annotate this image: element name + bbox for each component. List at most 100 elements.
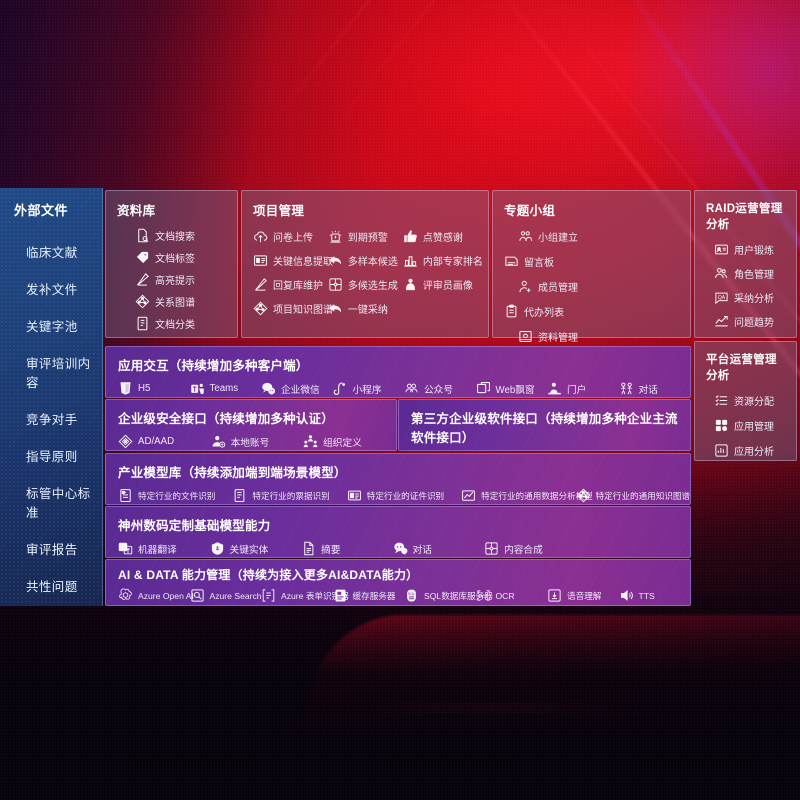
item-resource-allocation[interactable]: 资源分配	[714, 393, 786, 408]
item-todo-list[interactable]: 代办列表	[504, 304, 592, 319]
item-content-synthesis[interactable]: 内容合成	[484, 541, 576, 556]
data-analysis-model-icon	[461, 488, 476, 503]
item-app-analysis[interactable]: 应用分析	[714, 443, 786, 458]
item-sql-database[interactable]: SQL SQL数据库服务器	[404, 588, 493, 603]
sidebar-dot-texture	[0, 188, 102, 606]
item-expiry-warning[interactable]: 到期预警	[328, 229, 403, 244]
sidebar-item-supplementary-files[interactable]: 发补文件	[26, 283, 78, 297]
item-user-profile[interactable]: 用户锻炼	[714, 242, 786, 257]
item-label: 文档标签	[155, 254, 195, 265]
item-form-recognizer[interactable]: Azure 表单识别器	[261, 588, 349, 603]
sidebar-item-common-issues[interactable]: 共性问题	[26, 580, 78, 594]
item-adoption-analysis[interactable]: QA 采纳分析	[714, 290, 786, 305]
item-file-recognition[interactable]: 特定行业的文件识别	[118, 488, 232, 503]
item-portal[interactable]: 门户	[547, 381, 619, 396]
item-group-create[interactable]: 小组建立	[504, 229, 606, 244]
sidebar-item-clinical-literature[interactable]: 临床文献	[26, 246, 78, 260]
item-label: 问题趋势	[734, 318, 774, 329]
sidebar-item-guiding-principles[interactable]: 指导原则	[26, 450, 78, 464]
item-label: TTS	[638, 590, 655, 601]
item-project-knowledge-graph[interactable]: 项目知识图谱	[253, 301, 333, 316]
item-key-info-extract[interactable]: 关键信息提取	[253, 253, 333, 268]
item-id-card-recognition[interactable]: 特定行业的证件识别	[347, 488, 461, 503]
item-key-entity[interactable]: 关键实体	[210, 541, 302, 556]
item-azure-openai[interactable]: Azure Open AI	[118, 588, 194, 603]
item-label: 资源分配	[734, 397, 774, 408]
sidebar-item-review-report[interactable]: 审评报告	[26, 543, 78, 557]
item-document-tag[interactable]: 文档标签	[135, 250, 227, 265]
item-ocr[interactable]: OCR OCR	[476, 588, 548, 603]
miniprogram-icon	[333, 381, 348, 396]
item-dialog-model[interactable]: 对话	[393, 541, 485, 556]
item-dialog[interactable]: 对话	[619, 381, 691, 396]
item-speech-understanding[interactable]: 语音理解	[547, 588, 619, 603]
item-official-account[interactable]: 公众号	[404, 381, 476, 396]
ocr-icon: OCR	[476, 588, 491, 603]
form-recognizer-icon	[261, 588, 276, 603]
item-summary[interactable]: 摘要	[301, 541, 393, 556]
item-member-manage[interactable]: 成员管理	[504, 279, 606, 294]
item-one-click-adopt[interactable]: 一键采纳	[328, 301, 403, 316]
item-material-manage[interactable]: 资料管理	[504, 329, 606, 344]
item-reviewer-persona[interactable]: 评审员画像	[403, 277, 478, 292]
official-account-icon	[404, 381, 419, 396]
item-org-define[interactable]: 组织定义	[303, 434, 396, 449]
item-label: 采纳分析	[734, 294, 774, 305]
sidebar-item-keyword-pool[interactable]: 关键字池	[26, 320, 78, 334]
document-category-icon	[135, 316, 150, 331]
platform-analysis-items: 资源分配 应用管理 应用分析	[706, 393, 786, 458]
item-label: 到期预警	[347, 233, 388, 244]
band-app-interaction: 应用交互（持续增加多种客户端） H5 Teams 企业微信 小程序 公众号	[105, 346, 691, 398]
item-questionnaire-upload[interactable]: 问卷上传	[253, 229, 328, 244]
band-shine	[106, 347, 690, 397]
item-cache-server[interactable]: 缓存服务器	[333, 588, 405, 603]
item-azure-search[interactable]: Azure Search	[190, 588, 262, 603]
sidebar-item-standards-center[interactable]: 标管中心标准	[26, 487, 91, 520]
item-document-search[interactable]: 文档搜索	[135, 228, 227, 243]
item-document-category[interactable]: 文档分类	[135, 316, 227, 331]
item-machine-translate[interactable]: 机器翻译	[118, 541, 210, 556]
item-h5[interactable]: H5	[118, 381, 190, 396]
web-float-window-icon	[476, 381, 491, 396]
item-issue-trend[interactable]: 问题趋势	[714, 314, 786, 329]
item-multi-candidate-generate[interactable]: 多候选生成	[328, 277, 403, 292]
item-label: AD/AAD	[138, 436, 175, 447]
item-label: 回复库维护	[273, 281, 323, 292]
band-shine	[106, 454, 690, 504]
item-relation-graph[interactable]: 关系图谱	[135, 294, 227, 309]
item-knowledge-graph-model[interactable]: 特定行业的通用知识图谱模型	[576, 488, 690, 503]
item-multi-sample-candidate[interactable]: 多样本候选	[328, 253, 403, 268]
item-label: 门户	[567, 384, 587, 396]
item-web-float-window[interactable]: Web飘窗	[476, 381, 548, 396]
item-internal-expert-ranking[interactable]: 内部专家排名	[403, 253, 483, 268]
item-data-analysis-model[interactable]: 特定行业的通用数据分析模型	[461, 488, 593, 503]
item-label: 代办列表	[524, 308, 564, 319]
material-manage-icon	[518, 329, 533, 344]
item-label: Azure 表单识别器	[281, 590, 349, 601]
item-teams[interactable]: Teams	[190, 381, 262, 396]
sidebar-item-competitors[interactable]: 竞争对手	[26, 413, 78, 427]
item-message-board[interactable]: 留言板	[504, 254, 592, 269]
item-receipt-recognition[interactable]: 特定行业的票据识别	[232, 488, 346, 503]
item-label: 多样本候选	[347, 257, 398, 268]
knowledge-graph-icon	[253, 301, 268, 316]
sidebar-item-review-training[interactable]: 审评培训内容	[26, 357, 91, 390]
item-miniprogram[interactable]: 小程序	[333, 381, 405, 396]
item-app-manage[interactable]: 应用管理	[714, 418, 786, 433]
item-role-manage[interactable]: 角色管理	[714, 266, 786, 281]
item-label: 本地账号	[230, 437, 270, 449]
item-ad-aad[interactable]: AD/AAD	[118, 434, 211, 449]
item-label: 关键实体	[229, 544, 269, 556]
item-reply-library-maintain[interactable]: 回复库维护	[253, 277, 328, 292]
document-search-icon	[135, 228, 150, 243]
teams-icon	[190, 381, 205, 396]
item-label: 内容合成	[504, 544, 543, 556]
item-label: 一键采纳	[347, 305, 388, 316]
item-thanks-like[interactable]: 点赞感谢	[403, 229, 478, 244]
item-highlight-hint[interactable]: 高亮提示	[135, 272, 227, 287]
item-tts[interactable]: TTS	[619, 588, 691, 603]
knowledge-graph-icon	[135, 294, 150, 309]
alarm-warning-icon	[328, 229, 343, 244]
item-local-account[interactable]: 本地账号	[211, 434, 304, 449]
item-wechat-work[interactable]: 企业微信	[261, 381, 333, 396]
